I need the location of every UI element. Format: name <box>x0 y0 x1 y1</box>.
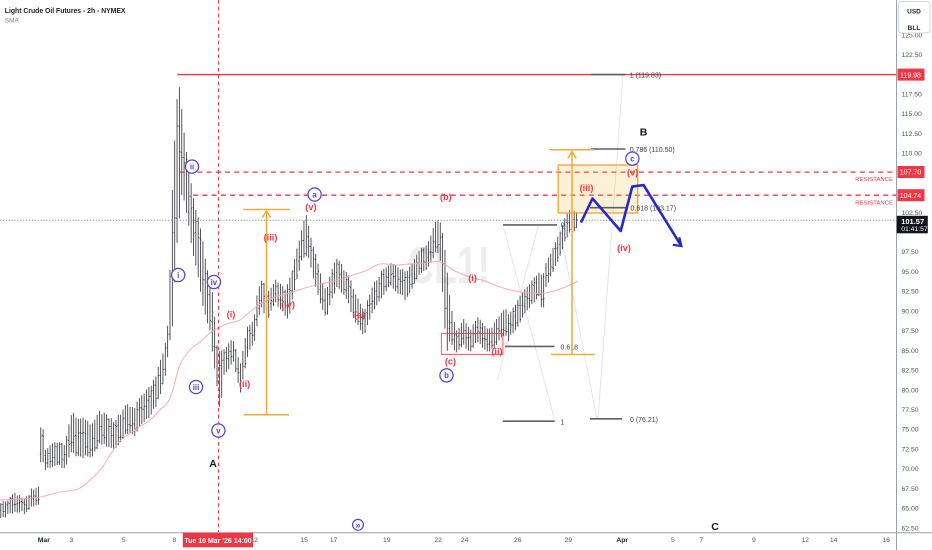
svg-text:72.50: 72.50 <box>902 446 919 453</box>
svg-text:0.786 (110.50): 0.786 (110.50) <box>630 147 675 154</box>
svg-text:19: 19 <box>383 537 391 544</box>
svg-text:12: 12 <box>801 537 809 544</box>
svg-text:80.00: 80.00 <box>902 387 919 394</box>
svg-text:24: 24 <box>461 537 469 544</box>
svg-text:90.00: 90.00 <box>902 308 919 315</box>
svg-text:SMA: SMA <box>5 18 20 25</box>
svg-text:c: c <box>630 154 635 163</box>
svg-text:Light Crude Oil Futures - 2h -: Light Crude Oil Futures - 2h - NYMEX <box>5 6 126 15</box>
svg-text:Apr: Apr <box>616 537 628 544</box>
svg-text:67.50: 67.50 <box>902 486 919 493</box>
svg-text:82.50: 82.50 <box>902 368 919 375</box>
svg-text:22: 22 <box>434 537 442 544</box>
svg-text:(iv): (iv) <box>281 300 295 310</box>
svg-text:b: b <box>444 371 449 380</box>
svg-text:a: a <box>312 190 317 199</box>
svg-text:1 (119.83): 1 (119.83) <box>630 73 661 80</box>
svg-text:USD: USD <box>907 9 921 16</box>
svg-text:(i): (i) <box>227 310 236 320</box>
svg-text:77.50: 77.50 <box>902 407 919 414</box>
svg-text:0.618: 0.618 <box>561 344 579 351</box>
svg-text:87.50: 87.50 <box>902 328 919 335</box>
svg-text:5: 5 <box>671 537 675 544</box>
svg-text:»: » <box>355 520 360 531</box>
svg-text:97.50: 97.50 <box>902 249 919 256</box>
svg-text:(b): (b) <box>440 192 452 202</box>
svg-text:115.00: 115.00 <box>902 111 923 118</box>
svg-text:85.00: 85.00 <box>902 348 919 355</box>
svg-text:104.74: 104.74 <box>900 193 922 200</box>
svg-text:12: 12 <box>250 537 258 544</box>
svg-text:0 (76.21): 0 (76.21) <box>630 417 658 424</box>
svg-text:65.00: 65.00 <box>902 506 919 513</box>
svg-text:0: 0 <box>561 222 565 229</box>
svg-text:v: v <box>216 426 221 435</box>
svg-text:70.00: 70.00 <box>902 466 919 473</box>
svg-text:17: 17 <box>330 537 338 544</box>
svg-text:(c): (c) <box>445 357 456 367</box>
svg-text:i: i <box>177 271 179 280</box>
svg-text:112.50: 112.50 <box>902 131 923 138</box>
svg-text:75.00: 75.00 <box>902 427 919 434</box>
svg-text:BLL: BLL <box>908 25 921 32</box>
svg-text:RESISTANCE: RESISTANCE <box>855 177 893 183</box>
svg-text:0.618 (103.17): 0.618 (103.17) <box>631 206 677 213</box>
svg-text:RESISTANCE: RESISTANCE <box>855 201 893 207</box>
svg-text:16: 16 <box>882 537 890 544</box>
svg-text:15: 15 <box>300 537 308 544</box>
svg-text:(i): (i) <box>468 273 477 283</box>
svg-text:(iii): (iii) <box>580 183 594 193</box>
svg-text:(iii): (iii) <box>264 232 278 242</box>
svg-text:119.98: 119.98 <box>900 72 921 79</box>
svg-text:(ii): (ii) <box>491 347 502 357</box>
svg-text:110.00: 110.00 <box>902 151 923 158</box>
svg-text:62.50: 62.50 <box>902 525 919 532</box>
svg-text:C: C <box>711 521 719 533</box>
svg-text:102.50: 102.50 <box>902 210 923 217</box>
svg-text:Mar: Mar <box>38 537 50 544</box>
svg-text:107.70: 107.70 <box>900 170 922 177</box>
svg-text:101.57: 101.57 <box>901 217 924 226</box>
svg-text:125.00: 125.00 <box>902 32 923 39</box>
svg-text:14: 14 <box>830 537 838 544</box>
svg-text:(ii): (ii) <box>239 379 250 389</box>
svg-text:Tue 10 Mar '26 14:00: Tue 10 Mar '26 14:00 <box>184 538 251 545</box>
svg-text:(a): (a) <box>354 310 365 320</box>
svg-text:iv: iv <box>211 278 218 287</box>
svg-text:5: 5 <box>122 537 126 544</box>
svg-text:iii: iii <box>193 383 200 392</box>
svg-text:92.50: 92.50 <box>902 289 919 296</box>
svg-text:(v): (v) <box>627 168 638 178</box>
svg-text:9: 9 <box>752 537 756 544</box>
svg-text:8: 8 <box>172 537 176 544</box>
svg-text:117.50: 117.50 <box>902 91 923 98</box>
svg-text:26: 26 <box>514 537 522 544</box>
svg-text:7: 7 <box>699 537 703 544</box>
svg-text:29: 29 <box>565 537 573 544</box>
svg-text:(v): (v) <box>305 202 316 212</box>
svg-text:3: 3 <box>70 537 74 544</box>
svg-text:1: 1 <box>561 419 565 426</box>
svg-text:95.00: 95.00 <box>902 269 919 276</box>
svg-text:A: A <box>209 458 217 470</box>
svg-text:B: B <box>640 127 648 139</box>
svg-text:ii: ii <box>190 162 194 171</box>
svg-text:CL1!: CL1! <box>407 237 490 295</box>
svg-text:(iv): (iv) <box>617 243 631 253</box>
svg-text:122.50: 122.50 <box>902 52 923 59</box>
svg-text:01:41:57: 01:41:57 <box>901 226 928 233</box>
